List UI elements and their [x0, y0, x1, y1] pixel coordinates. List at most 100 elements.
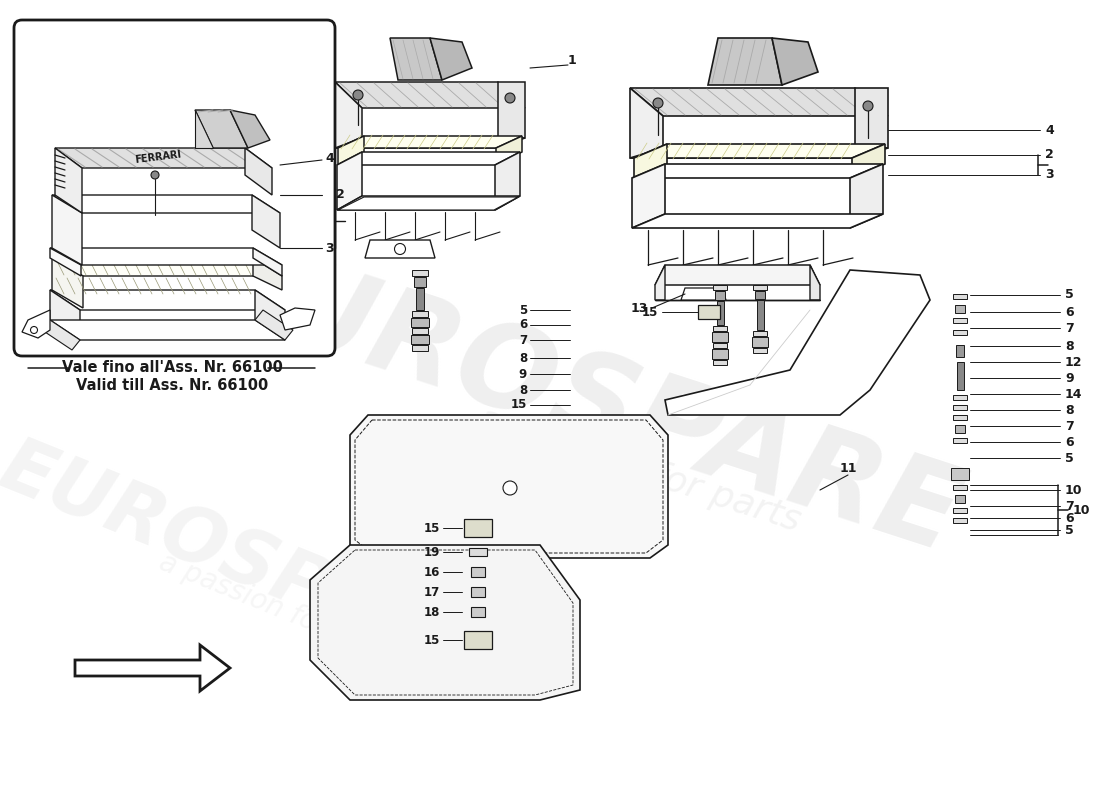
Bar — [955, 425, 965, 433]
Bar — [953, 485, 967, 490]
Bar — [412, 328, 428, 334]
Bar — [953, 518, 967, 523]
Bar — [752, 337, 768, 347]
Polygon shape — [195, 110, 213, 148]
Bar — [953, 415, 967, 420]
Bar — [953, 395, 967, 400]
Polygon shape — [634, 144, 667, 178]
Polygon shape — [50, 290, 285, 310]
Bar — [755, 291, 764, 299]
Circle shape — [31, 326, 37, 334]
Bar — [754, 331, 767, 336]
Text: 5: 5 — [1065, 523, 1074, 537]
Polygon shape — [336, 138, 525, 148]
Text: 15: 15 — [510, 398, 527, 411]
Polygon shape — [632, 164, 666, 228]
Bar — [957, 362, 964, 390]
Bar — [411, 318, 429, 327]
Polygon shape — [810, 265, 820, 300]
Text: 4: 4 — [326, 151, 334, 165]
Text: 8: 8 — [1065, 339, 1074, 353]
Polygon shape — [430, 38, 472, 80]
Bar — [414, 277, 426, 287]
Bar — [955, 305, 965, 313]
Polygon shape — [255, 290, 285, 340]
Text: 6: 6 — [1065, 511, 1074, 525]
Polygon shape — [850, 164, 883, 228]
Text: 1: 1 — [568, 54, 576, 66]
Polygon shape — [75, 645, 230, 691]
Polygon shape — [310, 545, 580, 700]
Text: Vale fino all'Ass. Nr. 66100: Vale fino all'Ass. Nr. 66100 — [62, 361, 283, 375]
Bar — [953, 294, 967, 299]
Text: 6: 6 — [519, 318, 527, 331]
Bar — [713, 343, 727, 348]
Text: 5: 5 — [1065, 289, 1074, 302]
Bar — [953, 405, 967, 410]
Polygon shape — [42, 320, 80, 350]
Bar — [713, 326, 727, 331]
Polygon shape — [337, 196, 520, 210]
Polygon shape — [253, 258, 282, 290]
Bar — [471, 567, 485, 577]
Bar — [712, 349, 728, 359]
Polygon shape — [365, 240, 435, 258]
Text: 5: 5 — [1065, 451, 1074, 465]
Polygon shape — [708, 38, 782, 85]
Bar — [412, 270, 428, 276]
Text: 16: 16 — [424, 566, 440, 578]
Polygon shape — [632, 164, 883, 178]
Bar — [953, 438, 967, 443]
Polygon shape — [336, 82, 362, 148]
Bar — [698, 305, 720, 319]
Text: 15: 15 — [424, 634, 440, 646]
Bar — [412, 345, 428, 351]
Text: 12: 12 — [1065, 355, 1082, 369]
Circle shape — [353, 90, 363, 100]
Polygon shape — [666, 270, 930, 415]
Polygon shape — [50, 320, 285, 340]
Polygon shape — [252, 195, 280, 248]
Text: 8: 8 — [519, 351, 527, 365]
Polygon shape — [681, 288, 726, 300]
Text: 17: 17 — [424, 586, 440, 598]
Bar — [416, 288, 424, 310]
Polygon shape — [654, 265, 820, 285]
Polygon shape — [498, 82, 525, 138]
Text: 7: 7 — [1065, 499, 1074, 513]
Polygon shape — [336, 82, 525, 108]
Polygon shape — [245, 148, 272, 195]
Polygon shape — [630, 88, 888, 116]
Text: 7: 7 — [1065, 322, 1074, 334]
Text: 4: 4 — [1045, 123, 1054, 137]
FancyBboxPatch shape — [14, 20, 336, 356]
Polygon shape — [630, 88, 663, 158]
Polygon shape — [230, 110, 270, 148]
Text: 19: 19 — [424, 546, 440, 558]
Text: 18: 18 — [424, 606, 440, 618]
Polygon shape — [52, 258, 82, 308]
Circle shape — [653, 98, 663, 108]
Bar — [953, 318, 967, 323]
Polygon shape — [50, 290, 80, 340]
Text: 7: 7 — [1065, 419, 1074, 433]
Polygon shape — [390, 38, 442, 80]
Bar — [754, 348, 767, 353]
Text: Valid till Ass. Nr. 66100: Valid till Ass. Nr. 66100 — [76, 378, 268, 393]
Bar — [953, 508, 967, 513]
Polygon shape — [253, 248, 282, 276]
Text: EUROSPARE: EUROSPARE — [186, 223, 974, 577]
Circle shape — [505, 93, 515, 103]
Text: 7: 7 — [519, 334, 527, 346]
Polygon shape — [52, 258, 282, 276]
Bar — [717, 301, 724, 325]
Bar — [412, 311, 428, 317]
Bar — [956, 345, 964, 357]
Text: 9: 9 — [1065, 371, 1074, 385]
Polygon shape — [855, 88, 888, 148]
Polygon shape — [52, 195, 280, 213]
Bar — [713, 285, 727, 290]
Polygon shape — [632, 214, 883, 228]
Polygon shape — [496, 136, 522, 165]
Text: 3: 3 — [326, 242, 334, 254]
